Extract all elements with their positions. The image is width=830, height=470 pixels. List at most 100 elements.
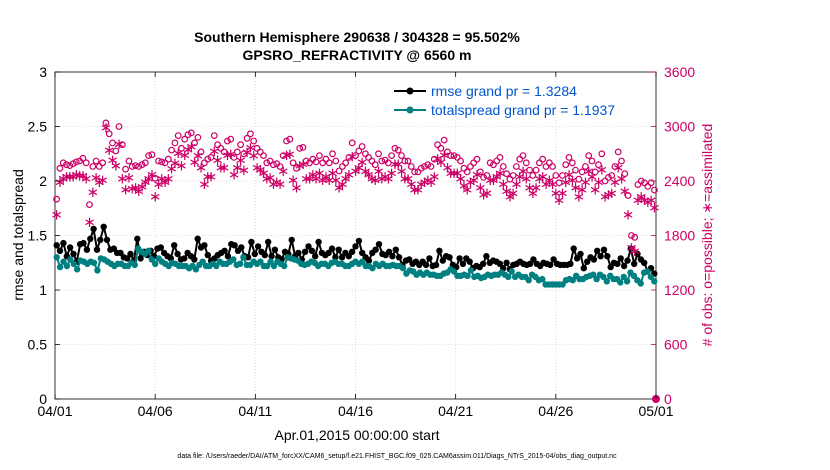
- possible-obs-marker: [296, 144, 304, 152]
- assimilated-obs-marker: ∗: [582, 162, 595, 180]
- data-point: [265, 238, 272, 246]
- possible-obs-marker: [585, 152, 593, 160]
- data-point: [63, 262, 71, 270]
- data-point: [194, 235, 201, 242]
- data-point: [550, 256, 557, 263]
- possible-obs-marker: [141, 159, 149, 167]
- assimilated-obs-marker: ∗: [238, 161, 251, 179]
- assimilated-obs-marker: ∗: [172, 144, 185, 162]
- possible-obs-marker: [355, 147, 363, 155]
- possible-obs-marker: [122, 165, 129, 173]
- assimilated-obs-marker: ∗: [77, 167, 90, 185]
- possible-obs-marker: [92, 157, 100, 165]
- data-point: [124, 255, 131, 262]
- data-point: [365, 257, 373, 264]
- assimilated-obs-marker: ∗: [520, 169, 533, 187]
- assimilated-obs-marker: ∗: [57, 169, 70, 187]
- assimilated-obs-marker: ∗: [599, 188, 612, 206]
- possible-obs-marker: [250, 137, 258, 145]
- x-tick-label: 05/01: [638, 403, 673, 419]
- possible-obs-marker: [118, 141, 126, 149]
- assimilated-obs-marker: ∗: [326, 164, 339, 182]
- possible-obs-marker: [565, 153, 573, 161]
- possible-obs-marker: [358, 143, 366, 150]
- data-point: [614, 260, 621, 267]
- data-point: [171, 242, 178, 249]
- data-point: [264, 262, 271, 270]
- possible-obs-marker: [181, 135, 189, 143]
- assimilated-obs-marker: ∗: [234, 151, 247, 169]
- x-tick-label: 04/11: [238, 403, 272, 419]
- assimilated-obs-marker: ∗: [412, 180, 425, 198]
- assimilated-obs-marker: ∗: [471, 166, 484, 184]
- possible-obs-marker: [102, 119, 110, 127]
- assimilated-obs-marker: ∗: [484, 171, 497, 189]
- assimilated-obs-marker: ∗: [119, 180, 132, 198]
- assimilated-obs-marker: ∗: [169, 154, 182, 172]
- data-point: [257, 258, 264, 265]
- possible-obs-marker: [467, 163, 474, 170]
- possible-obs-marker: [503, 170, 511, 178]
- assimilated-obs-marker: ∗: [343, 166, 356, 184]
- assimilated-obs-marker: ∗: [316, 171, 329, 189]
- possible-obs-marker: [148, 151, 156, 159]
- data-point: [204, 251, 211, 259]
- possible-obs-marker: [411, 168, 419, 176]
- chart-title: Southern Hemisphere 290638 / 304328 = 95…: [194, 29, 520, 45]
- data-point: [315, 238, 322, 246]
- data-point: [359, 258, 366, 265]
- x-tick-label: 04/06: [138, 403, 173, 419]
- possible-obs-marker: [490, 161, 497, 169]
- x-axis-label: Apr.01,2015 00:00:00 start: [274, 427, 439, 443]
- possible-obs-marker: [555, 179, 563, 187]
- data-point: [60, 258, 67, 265]
- data-point: [251, 250, 258, 258]
- data-point: [406, 256, 413, 263]
- data-point: [308, 247, 316, 254]
- possible-obs-marker: [79, 154, 87, 162]
- assimilated-obs-marker: ∗: [70, 166, 83, 184]
- assimilated-obs-marker: ∗: [208, 142, 221, 160]
- data-point: [389, 253, 396, 260]
- possible-obs-marker: [509, 172, 517, 179]
- assimilated-obs-marker: ∗: [142, 169, 155, 187]
- data-point: [631, 260, 638, 267]
- possible-obs-marker: [158, 158, 166, 166]
- data-point: [603, 278, 610, 285]
- data-point: [620, 273, 627, 281]
- assimilated-obs-marker: ∗: [320, 168, 333, 186]
- data-point: [496, 260, 504, 267]
- data-point: [630, 272, 638, 279]
- possible-obs-marker: [293, 164, 300, 172]
- assimilated-obs-marker: ∗: [402, 169, 415, 187]
- assimilated-obs-marker: ∗: [132, 182, 145, 200]
- possible-obs-marker: [582, 163, 589, 170]
- data-point: [426, 255, 433, 262]
- assimilated-obs-marker: ∗: [165, 159, 178, 177]
- assimilated-obs-marker: ∗: [139, 173, 152, 191]
- assimilated-obs-marker: ∗: [579, 173, 592, 191]
- assimilated-obs-marker: ∗: [566, 171, 579, 189]
- possible-obs-marker: [463, 168, 471, 176]
- assimilated-obs-marker: ∗: [543, 171, 556, 189]
- data-point: [70, 250, 77, 258]
- assimilated-obs-marker: ∗: [175, 157, 188, 175]
- assimilated-obs-marker: ∗: [415, 175, 428, 193]
- y-tick-label: 0.5: [28, 337, 48, 353]
- data-point: [134, 235, 141, 242]
- assimilated-obs-marker: ∗: [527, 184, 540, 202]
- possible-obs-marker: [342, 159, 350, 167]
- data-point: [131, 261, 138, 269]
- possible-obs-marker: [260, 152, 267, 160]
- data-point: [56, 263, 64, 271]
- possible-obs-marker: [598, 150, 606, 158]
- possible-obs-marker: [184, 131, 192, 139]
- assimilated-obs-marker: ∗: [155, 169, 168, 187]
- assimilated-obs-marker: ∗: [592, 173, 605, 191]
- data-point: [436, 247, 443, 254]
- assimilated-obs-marker: ∗: [228, 166, 241, 184]
- legend-spread-marker: [406, 106, 414, 114]
- assimilated-obs-marker: ∗: [497, 175, 510, 193]
- assimilated-obs-marker: ∗: [162, 169, 175, 187]
- y-tick-label: 1: [39, 282, 47, 298]
